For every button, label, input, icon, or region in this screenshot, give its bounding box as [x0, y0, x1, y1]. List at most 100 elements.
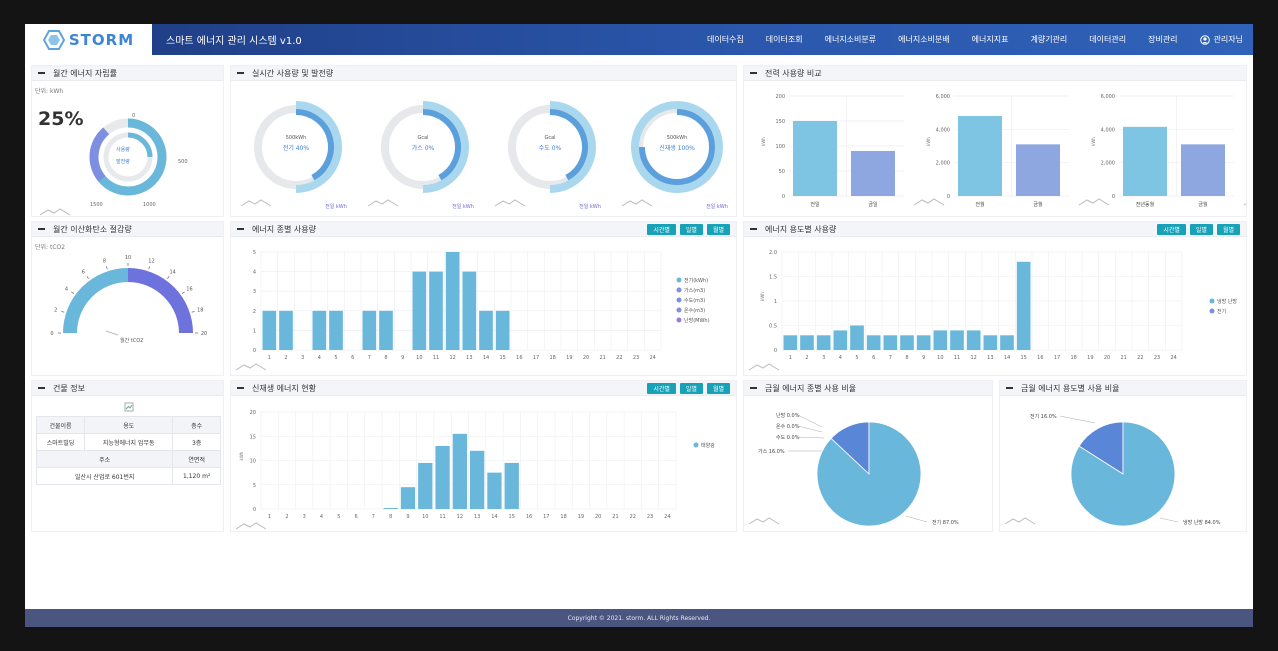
- y-tick-label: 0.5: [769, 324, 777, 330]
- collapse-icon[interactable]: [237, 228, 244, 230]
- x-tick-label: 24: [1170, 355, 1176, 361]
- building-table: 건물이름 용도 층수 스마트빌딩 지능형에너지 업무동 3층 주소 연면적 일산시 산업로…: [35, 416, 221, 485]
- collapse-icon[interactable]: [750, 72, 757, 74]
- collapse-icon[interactable]: [1006, 387, 1013, 389]
- legend-marker: [676, 317, 682, 323]
- pie-label-line: [797, 436, 825, 439]
- collapse-icon[interactable]: [750, 228, 757, 230]
- gauge-inner-arc: [103, 132, 153, 182]
- gauge-tick-1500: 1500: [90, 202, 103, 208]
- monthly-button[interactable]: 월별: [706, 224, 730, 235]
- cell-building-name: 스마트빌딩: [35, 433, 86, 451]
- gauge-tick-mark: [86, 276, 89, 280]
- bar: [445, 252, 460, 350]
- hourly-button[interactable]: 시간별: [647, 383, 676, 394]
- collapse-icon[interactable]: [237, 72, 244, 74]
- nav-energy-distribution[interactable]: 에너지소비분배: [898, 35, 950, 44]
- nav-energy-classification[interactable]: 에너지소비분류: [824, 35, 877, 44]
- logo[interactable]: STORM: [25, 24, 152, 55]
- cell-building-use: 지능형에너지 업무동: [84, 433, 174, 451]
- panel-usage-by-use: 에너지 용도별 사용량 시간별 일별 월별 0 0.5 1 1.5 2.0 kWh 1 2 3 4 5 6…: [743, 221, 1247, 376]
- app-window: STORM 스마트 에너지 관리 시스템 v1.0 데이터수집 데이터조회 에너…: [25, 24, 1253, 627]
- panel-building-info: 건물 정보 건물이름 용도 층수 스마트빌딩 지능형에너지 업무동 3층 주소 연면적 일…: [31, 380, 224, 532]
- donut-top-label: Gcal: [544, 135, 555, 141]
- legend-label: 온수(m3): [684, 308, 705, 314]
- y-tick-label: 0: [253, 348, 256, 354]
- bar: [1000, 335, 1014, 350]
- x-tick-label: 19: [1087, 355, 1093, 361]
- x-tick-label: 19: [566, 355, 572, 361]
- daily-button[interactable]: 일별: [1189, 224, 1213, 235]
- y-tick-label: 0: [782, 194, 785, 200]
- collapse-icon[interactable]: [38, 72, 45, 74]
- panel-title: 금월 에너지 종별 사용 비율: [765, 383, 857, 393]
- gauge-fill-primary: [63, 268, 129, 334]
- unit-label: 단위: tCO2: [35, 244, 66, 251]
- user-label: 관리자님: [1213, 35, 1243, 44]
- hourly-button[interactable]: 시간별: [1157, 224, 1186, 235]
- user-menu[interactable]: 관리자님: [1199, 34, 1243, 45]
- collapse-icon[interactable]: [38, 228, 45, 230]
- nav-device-management[interactable]: 장비관리: [1148, 35, 1178, 44]
- panel-header: 월간 에너지 자립률: [32, 66, 223, 81]
- legend-marker: [676, 297, 682, 303]
- donut-outer-arc: [549, 101, 596, 193]
- gauge-tick-mark: [105, 266, 108, 270]
- x-tick-label: 12: [970, 355, 976, 361]
- x-tick-label: 15: [1020, 355, 1026, 361]
- monthly-button[interactable]: 월별: [706, 383, 730, 394]
- panel-title: 전력 사용량 비교: [765, 68, 822, 78]
- gauge-tick-mark: [167, 276, 170, 280]
- x-tick-label: 10: [416, 355, 422, 361]
- daily-button[interactable]: 일별: [679, 224, 703, 235]
- y-tick-label: 6,000: [936, 94, 950, 100]
- pie-label: 전기 16.0%: [1030, 413, 1057, 420]
- x-tick-label: 5: [855, 355, 858, 361]
- x-tick-label: 금월: [1198, 201, 1208, 208]
- nav-data-collection[interactable]: 데이터수집: [706, 35, 744, 44]
- top-navigation-bar: STORM 스마트 에너지 관리 시스템 v1.0 데이터수집 데이터조회 에너…: [25, 24, 1253, 55]
- y-tick-label: 0: [947, 194, 950, 200]
- bar: [462, 271, 477, 350]
- x-tick-label: 10: [422, 514, 428, 520]
- unit-label: 단위: kWh: [35, 88, 64, 95]
- gauge-tick-mark: [191, 310, 195, 313]
- collapse-icon[interactable]: [237, 387, 244, 389]
- nav-energy-indicator[interactable]: 에너지지표: [971, 35, 1009, 44]
- gauge-tick-label: 16: [186, 286, 192, 292]
- nav-data-management[interactable]: 데이터관리: [1089, 35, 1127, 44]
- x-tick-label: 20: [595, 514, 601, 520]
- monthly-button[interactable]: 월별: [1216, 224, 1240, 235]
- daily-button[interactable]: 일별: [679, 383, 703, 394]
- cell-building-area: 1,120 m²: [172, 467, 221, 485]
- pie-slice: [1078, 421, 1124, 475]
- bar: [950, 330, 964, 350]
- x-tick-label: 4: [320, 514, 323, 520]
- x-tick-label: 23: [1154, 355, 1160, 361]
- hourly-button[interactable]: 시간별: [647, 224, 676, 235]
- x-tick-label: 13: [466, 355, 472, 361]
- nav-data-query[interactable]: 데이터조회: [765, 35, 803, 44]
- cell-building-address: 일산시 산업로 601번지: [35, 467, 174, 485]
- bar: [900, 335, 914, 350]
- pie-label-line: [797, 425, 823, 433]
- x-tick-label: 7: [368, 355, 371, 361]
- legend-marker: [693, 442, 699, 448]
- chart-trend-icon: [235, 363, 267, 371]
- x-tick-label: 1: [789, 355, 792, 361]
- gauge-tick-label: 4: [65, 286, 68, 292]
- chart-trend-icon: [1078, 198, 1110, 206]
- bar: [495, 310, 510, 350]
- collapse-icon[interactable]: [38, 387, 45, 389]
- nav-meter-management[interactable]: 계량기관리: [1030, 35, 1068, 44]
- y-tick-label: 0: [1112, 194, 1115, 200]
- x-tick-label: 14: [1004, 355, 1010, 361]
- x-tick-label: 6: [355, 514, 358, 520]
- x-tick-label: 14: [491, 514, 497, 520]
- collapse-icon[interactable]: [750, 387, 757, 389]
- bar: [816, 335, 831, 350]
- chart-trend-icon: [235, 522, 267, 530]
- x-tick-label: 8: [905, 355, 908, 361]
- x-tick-label: 2: [285, 514, 288, 520]
